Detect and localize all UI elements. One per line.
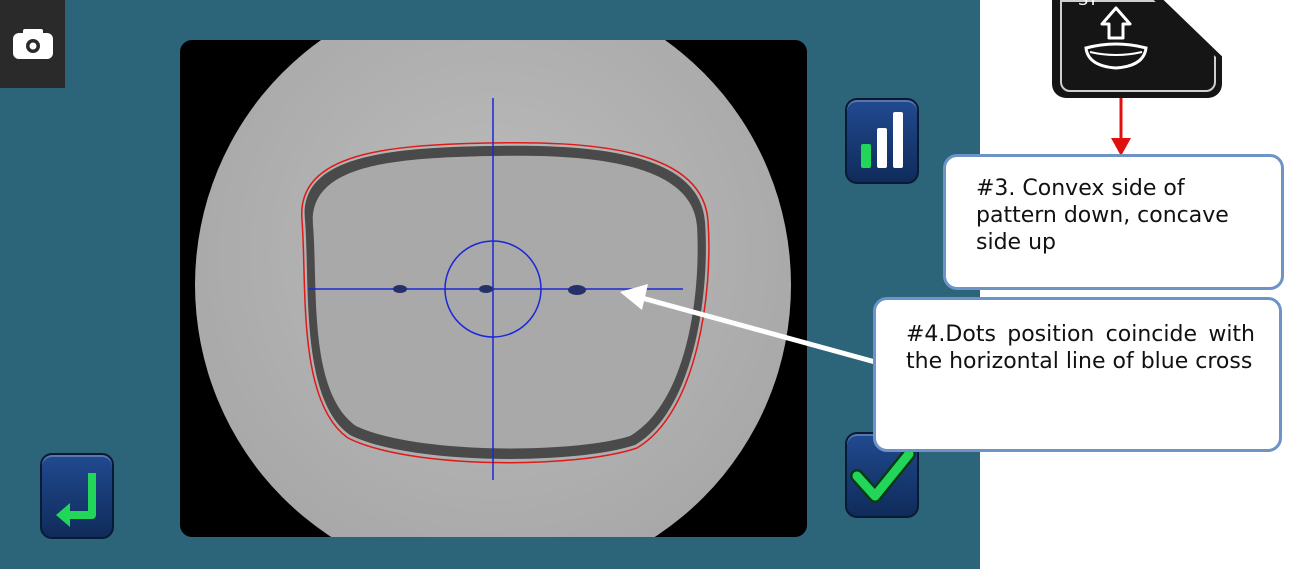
enter-arrow-icon [56,473,96,527]
marker-dot-left [393,285,407,293]
camera-button[interactable] [0,0,65,88]
back-button[interactable] [40,453,114,539]
pointer-arrow-red [1111,98,1131,156]
pattern-outline-red [301,141,710,464]
checkmark-icon [850,447,916,503]
device-screen [0,0,980,569]
callout-step-3: #3. Convex side of pattern down, concave… [943,154,1284,290]
marker-dot-right [568,285,586,295]
device-lift-key [1052,0,1222,98]
callout-step-4: #4.Dots position coincide with the horiz… [873,297,1282,452]
marker-dot-center [479,285,493,293]
signal-bars-icon [861,112,903,168]
pointer-arrow-white [620,284,898,371]
confirm-button[interactable] [845,432,919,518]
lens-camera-view [180,40,807,537]
lift-arrow-icon [1084,6,1148,70]
lens-pattern [312,155,698,449]
stats-button[interactable] [845,98,919,184]
key-label: ST [1078,0,1098,9]
center-circle [444,240,542,338]
camera-icon [12,29,53,59]
